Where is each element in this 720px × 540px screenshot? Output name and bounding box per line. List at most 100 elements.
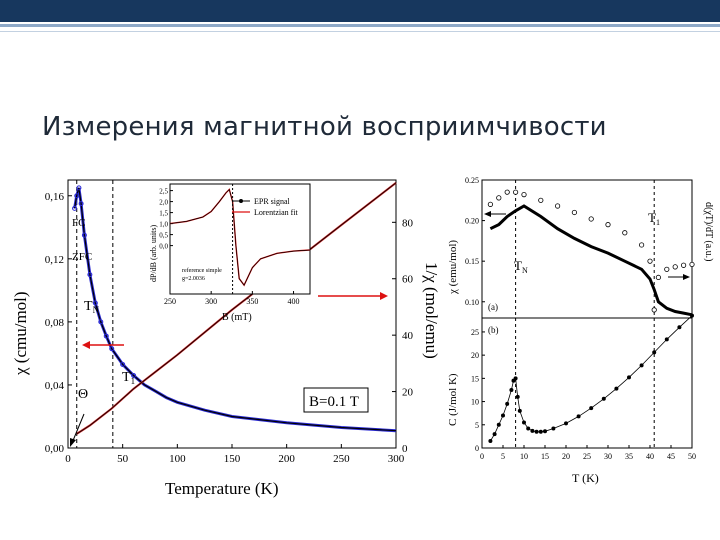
arrow-left-red — [82, 341, 124, 349]
rb-heat-point — [576, 414, 581, 419]
ra-y-tick-label: 0.15 — [465, 257, 479, 266]
rb-heat-point — [551, 426, 556, 431]
rb-heat-point — [522, 420, 526, 425]
chi-point — [81, 232, 87, 238]
tn-label: TN — [84, 299, 100, 315]
ra-deriv-point — [496, 195, 502, 201]
chi-point — [109, 346, 115, 352]
chi-point — [78, 201, 84, 207]
rb-heat-point — [513, 376, 518, 381]
x-axis-label: Temperature (K) — [165, 479, 279, 498]
rb-y-tick-label: 15 — [471, 374, 479, 383]
ra-deriv-point — [588, 216, 594, 222]
slide-title: Измерения магнитной восприимчивости — [42, 112, 607, 142]
chi-series-fit — [74, 187, 397, 432]
rb-heat-point — [534, 429, 539, 434]
chi-point — [98, 319, 104, 325]
rb-heat-point — [564, 421, 568, 426]
rb-heat-point — [652, 350, 657, 355]
rb-heat-point — [639, 363, 644, 368]
y2-tick-label: 60 — [402, 274, 414, 286]
inset-x-label: B (mT) — [222, 312, 252, 323]
inset-x-tick-label: 350 — [246, 297, 258, 306]
ra-deriv-point — [655, 274, 661, 281]
rb-x-tick-label: 50 — [688, 452, 696, 461]
rb-heat-point — [627, 375, 631, 380]
rb-x-label: T (K) — [572, 471, 599, 485]
inset-legend-2: Lorentzian fit — [254, 208, 299, 217]
rb-heat-point — [496, 422, 501, 427]
rb-x-tick-label: 45 — [667, 452, 675, 461]
y-tick-label: 0,16 — [45, 191, 65, 203]
chi-point — [120, 361, 126, 367]
y-tick-label: 0,12 — [45, 254, 64, 266]
ra-deriv-point — [651, 307, 657, 313]
panel-b-frame — [481, 317, 693, 449]
theta-label: Θ — [78, 387, 88, 402]
rb-x-tick-label: 0 — [480, 452, 484, 461]
ra-y2-label: d(χT)/dT (a.u.) — [703, 202, 714, 262]
header-thin-line — [0, 31, 720, 32]
x-tick-label: 200 — [278, 453, 295, 465]
y2-axis-label: 1/χ (mol/emu) — [422, 262, 441, 359]
ra-y-label: χ (emu/mol) — [447, 240, 459, 295]
inset-x-tick-label: 250 — [164, 297, 176, 306]
rb-x-tick-label: 10 — [520, 452, 528, 461]
zfc-label: ZFC — [72, 251, 92, 263]
epr-signal-line — [169, 188, 311, 286]
rb-y-tick-label: 10 — [471, 398, 479, 407]
y-tick-label: 0,04 — [45, 380, 65, 392]
y2-tick-label: 40 — [402, 330, 414, 342]
rb-heat-point — [677, 325, 682, 330]
ra-deriv-point — [647, 258, 653, 264]
ra-t1-label: T1 — [648, 210, 660, 227]
rb-x-tick-label: 20 — [562, 452, 570, 461]
ra-y-tick-label: 0.10 — [465, 298, 479, 307]
y2-tick-label: 0 — [402, 443, 408, 455]
rb-y-tick-label: 20 — [471, 351, 479, 360]
ra-arrow-right — [668, 274, 690, 280]
inset-y-label: dP/dB (arb. units) — [149, 225, 158, 282]
rb-heat-point — [601, 396, 606, 401]
rb-heat-point — [517, 408, 522, 413]
inset-y-tick-label: 2,5 — [159, 188, 168, 196]
rb-heat-point — [538, 429, 543, 434]
ra-deriv-point — [487, 201, 494, 207]
ra-deriv-point — [555, 203, 561, 209]
inset-legend-1: EPR signal — [254, 197, 291, 206]
t1-label: T1 — [122, 370, 135, 386]
chi-point — [87, 272, 93, 278]
x-tick-label: 150 — [224, 453, 241, 465]
panel-a-label: (a) — [488, 302, 498, 312]
ra-tn-label: TN — [514, 258, 528, 275]
rb-heat-point — [501, 413, 505, 418]
rb-y-label: C (J/mol K) — [447, 373, 459, 426]
arrow-right-red — [318, 292, 388, 300]
y-tick-label: 0,00 — [45, 443, 65, 455]
inset-x-tick-label: 300 — [205, 297, 217, 306]
x-tick-label: 250 — [333, 453, 350, 465]
inset-y-tick-label: 2,0 — [159, 199, 168, 207]
chi-point — [92, 300, 98, 306]
ra-deriv-point — [681, 262, 687, 268]
ra-y-tick-label: 0.20 — [465, 217, 479, 226]
inset-note-1: reference simple — [182, 267, 222, 274]
ra-deriv-point — [664, 266, 670, 272]
rb-x-tick-label: 15 — [541, 452, 549, 461]
rb-heat-point — [492, 432, 497, 437]
inv-chi-series — [76, 182, 397, 435]
y-axis-label: χ (cmu/mol) — [11, 291, 30, 376]
rb-heat-point — [543, 429, 547, 434]
rb-heat-point — [515, 394, 520, 399]
rb-heat-point — [526, 426, 531, 431]
inset-y-tick-label: 0,5 — [159, 232, 168, 240]
ra-arrow-left — [484, 211, 506, 217]
rb-heat-point — [488, 439, 493, 444]
rb-heat-point — [614, 386, 619, 391]
y2-tick-label: 20 — [402, 387, 414, 399]
rb-y-tick-label: 5 — [475, 421, 479, 430]
field-label: B=0.1 T — [309, 394, 359, 410]
rb-heat-point — [530, 428, 535, 433]
rb-heat-point — [690, 313, 694, 318]
ra-deriv-point — [672, 264, 678, 270]
